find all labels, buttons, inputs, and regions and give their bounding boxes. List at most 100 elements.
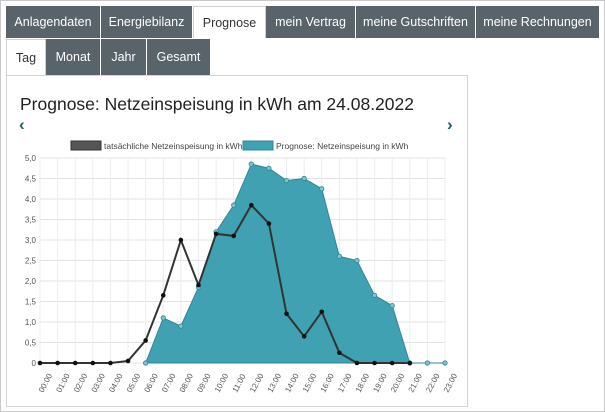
legend-swatch-actual bbox=[70, 140, 102, 151]
chart-title: Prognose: Netzeinspeisung in kWh am 24.0… bbox=[20, 94, 414, 114]
x-tick-label: 14:00 bbox=[283, 372, 301, 394]
actual-point bbox=[319, 309, 325, 315]
y-tick-label: 5,0 bbox=[25, 154, 37, 163]
actual-point bbox=[301, 334, 307, 339]
subtab-gesamt[interactable]: Gesamt bbox=[147, 39, 210, 75]
x-tick-label: 06:00 bbox=[142, 372, 160, 394]
actual-point bbox=[407, 360, 413, 366]
x-tick-label: 05:00 bbox=[125, 372, 143, 394]
legend-label-forecast: Prognose: Netzeinspeisung in kWh bbox=[276, 141, 409, 151]
x-tick-label: 00:00 bbox=[37, 372, 55, 394]
tab-mein-vertrag[interactable]: mein Vertrag bbox=[266, 6, 356, 38]
x-tick-label: 16:00 bbox=[319, 372, 337, 394]
x-axis-ticks: 00:00 01:00 02:00 03:00 04:00 05:00 06:00 07:00… bbox=[37, 372, 460, 394]
y-tick-label: 3,5 bbox=[25, 216, 37, 225]
actual-point bbox=[372, 360, 377, 366]
x-tick-label: 09:00 bbox=[195, 372, 213, 394]
x-tick-label: 12:00 bbox=[248, 372, 266, 394]
actual-point bbox=[178, 237, 184, 243]
forecast-point bbox=[389, 303, 395, 309]
tab-meine-rechnungen[interactable]: meine Rechnungen bbox=[476, 6, 599, 38]
actual-line-layer bbox=[40, 203, 410, 364]
forecast-point bbox=[248, 161, 254, 167]
forecast-point bbox=[231, 202, 237, 208]
actual-point bbox=[125, 358, 131, 364]
actual-point bbox=[337, 350, 342, 356]
actual-point bbox=[196, 282, 201, 288]
data-points-layer bbox=[37, 161, 448, 366]
actual-point bbox=[389, 360, 395, 366]
x-tick-label: 02:00 bbox=[72, 372, 90, 394]
x-tick-label: 18:00 bbox=[354, 372, 372, 394]
y-tick-label: 1,0 bbox=[25, 318, 37, 327]
x-tick-label: 07:00 bbox=[160, 372, 178, 394]
prev-day-chevron-left-icon[interactable]: ‹ bbox=[19, 115, 25, 134]
next-day-chevron-right-icon[interactable]: › bbox=[447, 115, 453, 134]
tab-meine-gutschriften[interactable]: meine Gutschriften bbox=[356, 6, 476, 38]
x-tick-label: 15:00 bbox=[301, 372, 319, 394]
y-tick-label: 2,5 bbox=[25, 257, 37, 266]
x-tick-label: 13:00 bbox=[266, 372, 284, 394]
tab-anlagendaten[interactable]: Anlagendaten bbox=[6, 6, 101, 38]
y-tick-label: 3,0 bbox=[25, 236, 37, 245]
x-tick-label: 20:00 bbox=[389, 372, 407, 394]
subtab-tag[interactable]: Tag bbox=[6, 39, 46, 75]
main-tab-bar: Anlagendaten Energiebilanz Prognose mein… bbox=[6, 6, 599, 38]
forecast-point bbox=[266, 165, 272, 171]
x-tick-label: 10:00 bbox=[213, 372, 231, 394]
y-axis-ticks: 0 0,5 1,0 1,5 2,0 2,5 3,0 3,5 4,0 4,5 5,0 bbox=[25, 154, 37, 368]
forecast-point bbox=[160, 315, 166, 321]
x-tick-label: 21:00 bbox=[407, 372, 425, 394]
forecast-point bbox=[424, 360, 430, 366]
actual-point bbox=[143, 338, 148, 343]
actual-point bbox=[160, 293, 166, 298]
forecast-point bbox=[354, 257, 360, 264]
subtab-monat[interactable]: Monat bbox=[46, 39, 101, 75]
forecast-point bbox=[319, 186, 325, 192]
forecast-point bbox=[143, 360, 149, 366]
forecast-point bbox=[336, 253, 342, 259]
legend-label-actual: tatsächliche Netzeinspeisung in kWh bbox=[104, 141, 243, 151]
forecast-point bbox=[371, 292, 378, 298]
subtab-jahr[interactable]: Jahr bbox=[101, 39, 147, 75]
forecast-chart: 0 0,5 1,0 1,5 2,0 2,5 3,0 3,5 4,0 4,5 5,0 00:00 01:… bbox=[25, 140, 460, 394]
chart-panel: Prognose: Netzeinspeisung in kWh am 24.0… bbox=[6, 75, 468, 407]
actual-point bbox=[108, 360, 113, 366]
forecast-point bbox=[301, 175, 307, 182]
x-tick-label: 03:00 bbox=[90, 372, 108, 394]
actual-point bbox=[231, 233, 236, 239]
x-tick-label: 17:00 bbox=[336, 372, 354, 394]
forecast-point bbox=[283, 177, 290, 184]
y-tick-label: 0,5 bbox=[25, 339, 37, 348]
y-tick-label: 1,5 bbox=[25, 298, 37, 307]
y-tick-label: 4,0 bbox=[25, 195, 37, 204]
actual-point bbox=[213, 231, 219, 237]
x-tick-label: 08:00 bbox=[178, 372, 196, 394]
actual-point bbox=[266, 221, 272, 226]
actual-point bbox=[249, 202, 254, 208]
actual-point bbox=[37, 360, 43, 366]
x-tick-label: 04:00 bbox=[107, 372, 125, 394]
actual-point bbox=[354, 360, 360, 366]
x-tick-label: 01:00 bbox=[54, 372, 72, 394]
actual-point bbox=[90, 360, 96, 366]
forecast-point bbox=[442, 360, 448, 366]
actual-point bbox=[284, 311, 289, 317]
actual-series-line bbox=[40, 203, 410, 364]
actual-point bbox=[72, 360, 78, 366]
x-tick-label: 11:00 bbox=[231, 372, 248, 394]
y-tick-label: 0 bbox=[32, 359, 37, 368]
y-tick-label: 2,0 bbox=[25, 277, 37, 286]
tab-prognose[interactable]: Prognose bbox=[193, 6, 266, 38]
x-tick-label: 23:00 bbox=[442, 372, 460, 394]
forecast-point bbox=[178, 323, 184, 329]
actual-point bbox=[55, 360, 60, 366]
chart-legend: tatsächliche Netzeinspeisung in kWh Prog… bbox=[70, 140, 409, 151]
y-tick-label: 4,5 bbox=[25, 175, 37, 184]
tab-energiebilanz[interactable]: Energiebilanz bbox=[101, 6, 193, 38]
x-tick-label: 22:00 bbox=[424, 372, 442, 394]
legend-swatch-forecast bbox=[242, 140, 274, 151]
x-tick-label: 19:00 bbox=[371, 372, 389, 394]
sub-tab-bar: Tag Monat Jahr Gesamt bbox=[6, 39, 210, 75]
